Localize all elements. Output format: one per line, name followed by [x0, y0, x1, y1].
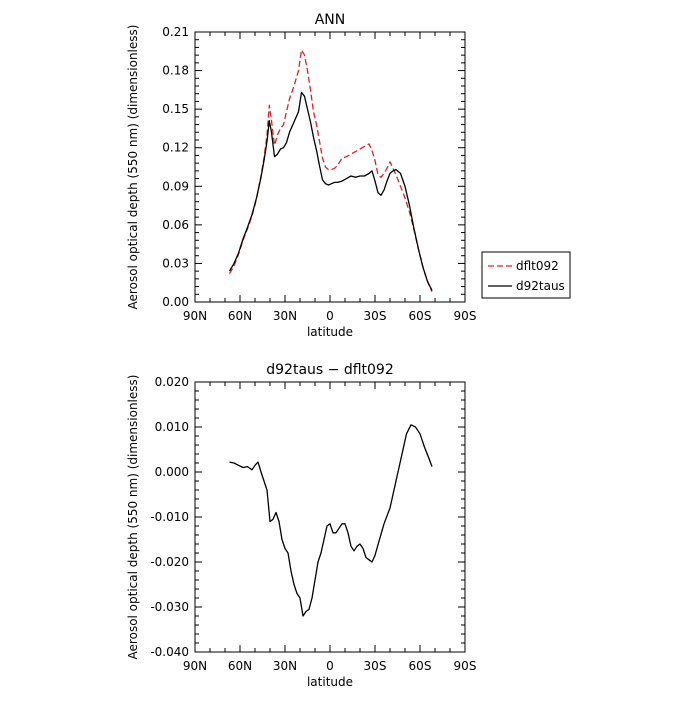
x-tick-label: 30S	[364, 659, 387, 673]
y-tick-label: 0.000	[155, 465, 189, 479]
y-tick-label: -0.040	[150, 645, 189, 659]
series-line-dflt092	[228, 49, 433, 292]
y-tick-label: 0.21	[162, 25, 189, 39]
x-axis-label: latitude	[307, 325, 353, 339]
x-tick-label: 90S	[454, 659, 477, 673]
y-tick-label: 0.00	[162, 295, 189, 309]
y-tick-label: 0.15	[162, 102, 189, 116]
legend-box	[481, 251, 571, 299]
x-tick-label: 60N	[228, 309, 252, 323]
chart-1: ANN 90N 60N 30N 0 30S 60S 90S latitude 0.00 0.03 0.…	[126, 12, 571, 339]
legend-entry: d92taus	[516, 279, 565, 293]
y-tick-label: -0.030	[150, 600, 189, 614]
x-tick-label: 30S	[364, 309, 387, 323]
x-tick-label: 60S	[409, 309, 432, 323]
series-line-d92taus	[228, 91, 433, 291]
y-tick-label: 0.09	[162, 179, 189, 193]
x-tick-label: 30N	[273, 309, 297, 323]
x-tick-label: 60N	[228, 659, 252, 673]
y-tick-label: 0.020	[155, 375, 189, 389]
legend: dflt092 d92taus	[481, 251, 571, 299]
x-tick-label: 0	[326, 309, 334, 323]
y-axis-label: Aerosol optical depth (550 nm) (dimensio…	[126, 25, 140, 310]
y-tick-label: 0.12	[162, 141, 189, 155]
x-tick-label: 90N	[183, 659, 207, 673]
x-tick-label: 60S	[409, 659, 432, 673]
y-axis-label: Aerosol optical depth (550 nm) (dimensio…	[126, 375, 140, 660]
x-tick-label: 0	[326, 659, 334, 673]
x-tick-label: 90S	[454, 309, 477, 323]
x-tick-label: 90N	[183, 309, 207, 323]
y-tick-label: 0.18	[162, 64, 189, 78]
chart-title: ANN	[315, 12, 346, 28]
y-tick-label: 0.03	[162, 256, 189, 270]
chart-2: d92taus − dflt092 90N 60N 30N 0 30S 60S 90S lati…	[126, 362, 476, 689]
x-tick-label: 30N	[273, 659, 297, 673]
y-tick-label: 0.010	[155, 420, 189, 434]
series-line-series-1	[229, 424, 433, 617]
chart-title: d92taus − dflt092	[266, 362, 393, 378]
plot-frame	[194, 381, 466, 653]
x-axis-label: latitude	[307, 675, 353, 689]
y-tick-label: -0.010	[150, 510, 189, 524]
y-tick-label: 0.06	[162, 218, 189, 232]
legend-entry: dflt092	[516, 259, 559, 273]
y-tick-label: -0.020	[150, 555, 189, 569]
